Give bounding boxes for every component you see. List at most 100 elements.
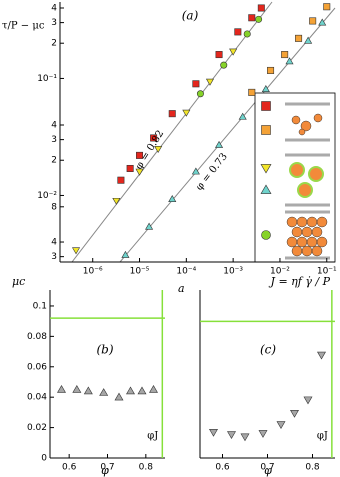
y-tick-label: 3 (51, 135, 57, 145)
marker (229, 48, 238, 56)
legend-marker (261, 125, 271, 135)
reference-label: φJ (317, 431, 328, 442)
marker (227, 431, 236, 440)
marker (136, 151, 144, 159)
y-tick-label: 0.08 (27, 332, 47, 342)
marker (267, 66, 275, 74)
marker (255, 15, 263, 23)
y-tick-label: 4 (51, 238, 57, 248)
x-tick-label: 10⁻¹ (317, 267, 337, 277)
y-tick-label: 8 (51, 202, 57, 212)
legend-marker (260, 184, 272, 194)
marker (323, 3, 331, 11)
marker (57, 385, 66, 393)
marker (121, 250, 130, 258)
y-tick-label: 4 (51, 121, 57, 131)
marker (182, 109, 191, 117)
marker (117, 176, 125, 184)
marker (126, 386, 135, 395)
marker (285, 57, 294, 65)
y-axis-label: a (178, 282, 185, 295)
marker (238, 112, 247, 120)
marker (154, 146, 163, 154)
legend-marker (261, 101, 271, 111)
marker (220, 61, 228, 69)
marker (126, 164, 134, 172)
marker (258, 430, 268, 438)
marker (215, 51, 223, 59)
marker (150, 134, 158, 142)
x-tick-label: 0.8 (139, 463, 154, 473)
marker (72, 385, 82, 393)
y-tick-label: 4 (51, 3, 57, 13)
y-axis-label: τ/P − μc (2, 21, 45, 32)
marker (112, 197, 121, 205)
legend-marker (261, 230, 271, 240)
marker (137, 386, 147, 395)
x-tick-label: 10⁻⁴ (176, 267, 196, 277)
x-tick-label: 10⁻⁵ (130, 267, 150, 277)
x-tick-label: 10⁻³ (223, 267, 243, 277)
x-tick-label: 10⁻⁶ (83, 267, 103, 277)
marker (317, 351, 326, 360)
y-tick-label: 3 (51, 252, 57, 262)
y-tick-label: 2 (51, 156, 57, 166)
marker (135, 168, 144, 176)
marker (304, 36, 313, 44)
panel-label: (a) (182, 9, 199, 23)
y-tick-label: 10⁻² (37, 191, 57, 201)
fit-line (71, 1, 273, 263)
y-tick-label: 2 (51, 39, 57, 49)
marker (234, 28, 242, 36)
marker (281, 51, 289, 59)
marker (83, 386, 93, 395)
y-tick-label: 3 (51, 18, 57, 28)
marker (295, 34, 303, 42)
x-tick-label: 0.7 (260, 463, 274, 473)
y-tick-label: 0.04 (27, 393, 47, 403)
marker (243, 30, 251, 38)
marker (318, 18, 327, 26)
y-axis-label: μc (12, 275, 25, 288)
marker (114, 392, 124, 401)
marker (276, 421, 286, 429)
x-tick-label: 0.6 (215, 463, 230, 473)
annotation: φ = 0.73 (194, 151, 230, 192)
marker (99, 388, 109, 396)
legend-marker (260, 164, 272, 174)
panel-label: (c) (260, 343, 276, 357)
x-axis-label: J = ηf γ̇ / P (269, 275, 331, 288)
marker (71, 247, 81, 255)
marker (261, 85, 270, 93)
x-tick-label: 0.8 (305, 463, 320, 473)
x-axis-label: φ (264, 464, 272, 477)
y-tick-label: 0.06 (27, 362, 47, 372)
marker (248, 14, 256, 22)
reference-label: φJ (147, 431, 158, 442)
annotation: φ = 0.82 (134, 128, 167, 171)
marker (168, 195, 177, 203)
y-tick-label: 0.1 (33, 301, 47, 311)
marker (215, 140, 224, 148)
marker (209, 429, 218, 437)
y-tick-label: 0 (41, 454, 47, 464)
marker (192, 80, 200, 88)
marker (257, 4, 265, 12)
y-tick-label: 10⁻¹ (37, 74, 57, 84)
panel-label: (b) (96, 343, 113, 357)
marker (168, 110, 176, 118)
inset-sketches (285, 102, 330, 260)
marker (303, 396, 313, 405)
y-tick-label: 0.02 (27, 423, 47, 433)
marker (290, 410, 299, 418)
marker (309, 17, 317, 25)
fit-line (119, 7, 336, 263)
marker (205, 78, 215, 86)
marker (191, 167, 200, 175)
marker (196, 90, 204, 98)
x-axis-label: φ (101, 464, 109, 477)
marker (145, 222, 154, 230)
x-tick-label: 10⁻² (270, 267, 290, 277)
marker (240, 433, 250, 442)
